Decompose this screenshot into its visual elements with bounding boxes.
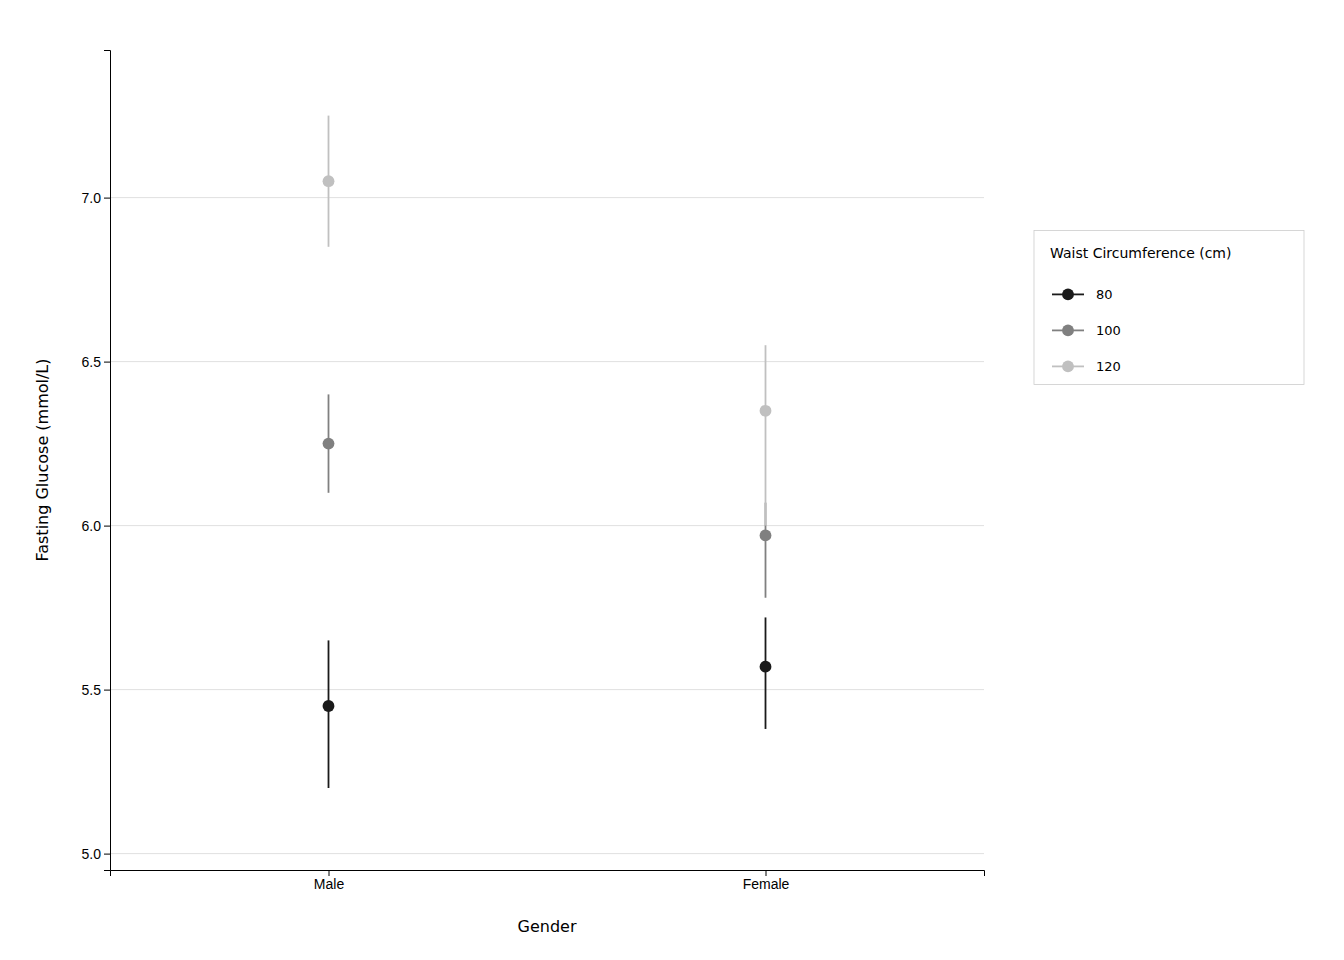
tick-label: Male <box>314 876 345 892</box>
grid-line <box>110 361 984 362</box>
y-axis: 5.0 5.5 6.0 6.5 7.0 <box>82 51 111 871</box>
tick: Male <box>314 870 345 892</box>
x-axis: Male Female <box>111 870 985 892</box>
axis-line <box>111 871 985 877</box>
point <box>760 405 772 417</box>
axis-line <box>104 51 111 871</box>
tick-label: Female <box>743 876 790 892</box>
tick-mark <box>104 526 110 527</box>
legend: Waist Circumference (cm) 80 100 120 <box>1034 230 1304 384</box>
marks <box>323 116 772 788</box>
tick: 7.0 <box>82 190 110 206</box>
point <box>323 438 335 450</box>
legend-frame <box>1034 230 1304 384</box>
series <box>323 116 772 526</box>
legend-item: 80 <box>1052 287 1113 302</box>
tick-mark <box>104 362 110 363</box>
series <box>323 617 772 788</box>
tick: Female <box>743 870 790 892</box>
error-bar <box>765 345 767 525</box>
tick-label: 5.5 <box>82 682 102 698</box>
grid-line <box>110 525 984 526</box>
tick-mark <box>104 690 110 691</box>
tick-mark <box>104 198 110 199</box>
tick-label: 5.0 <box>82 846 102 862</box>
grid-line <box>110 853 984 854</box>
tick: 6.5 <box>82 354 110 370</box>
point <box>760 530 772 542</box>
y-axis-title: Fasting Glucose (mmol/L) <box>33 358 52 561</box>
error-bar <box>765 617 767 729</box>
point <box>323 700 335 712</box>
series <box>323 394 772 597</box>
tick-label: 7.0 <box>82 190 102 206</box>
legend-item: 120 <box>1052 359 1121 374</box>
legend-label: 100 <box>1096 323 1121 338</box>
plot: 5.0 5.5 6.0 6.5 7.0 Male Female <box>82 51 985 892</box>
legend-item: 100 <box>1052 323 1121 338</box>
tick: 5.5 <box>82 682 110 698</box>
grid-line <box>110 197 984 198</box>
point <box>323 175 335 187</box>
point <box>760 661 772 673</box>
legend-label: 80 <box>1096 287 1113 302</box>
legend-swatch <box>1062 324 1074 336</box>
chart: 5.0 5.5 6.0 6.5 7.0 Male Female Gender Fasting G… <box>0 0 1344 960</box>
tick-label: 6.5 <box>82 354 102 370</box>
x-axis-title: Gender <box>518 917 577 936</box>
legend-swatch <box>1062 288 1074 300</box>
legend-swatch <box>1062 360 1074 372</box>
grid <box>110 198 984 854</box>
grid-line <box>110 689 984 690</box>
tick-label: 6.0 <box>82 518 102 534</box>
tick-mark <box>104 854 110 855</box>
tick: 6.0 <box>82 518 110 534</box>
legend-title: Waist Circumference (cm) <box>1050 245 1231 261</box>
tick: 5.0 <box>82 846 110 862</box>
legend-label: 120 <box>1096 359 1121 374</box>
error-bar <box>328 640 330 788</box>
